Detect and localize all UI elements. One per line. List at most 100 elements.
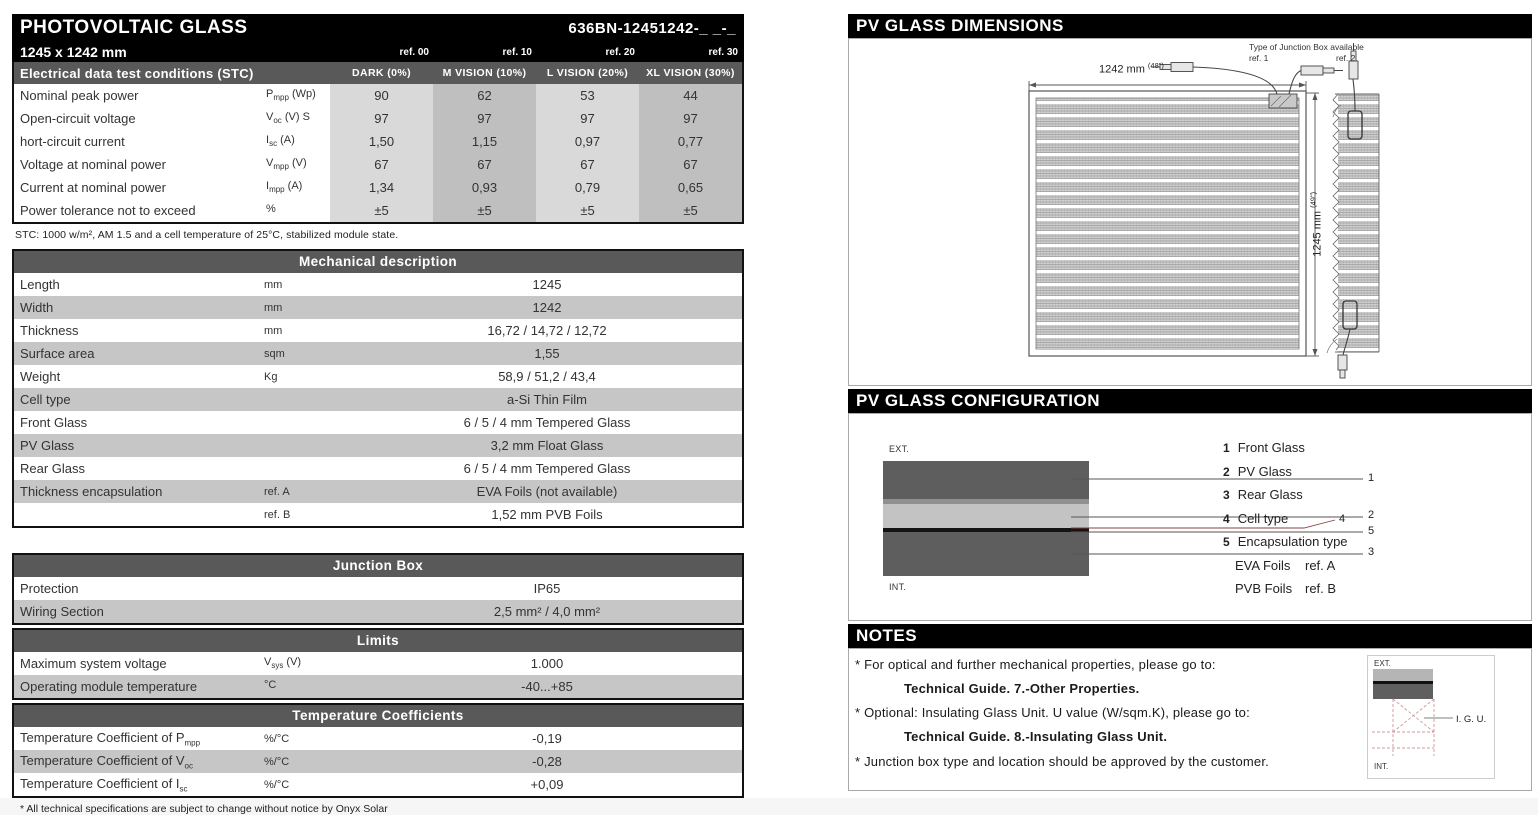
column-header-dark: DARK (0%) — [351, 67, 412, 79]
cell-value: 6 / 5 / 4 mm Tempered Glass — [463, 415, 631, 430]
row-unit: Kg — [264, 370, 278, 383]
configuration-section-title: PV GLASS CONFIGURATION — [848, 389, 1532, 413]
legend-item: 3 Rear Glass — [1223, 487, 1303, 502]
row-symbol: Pmpp (Wp) — [266, 88, 316, 103]
cell-value: a-Si Thin Film — [507, 392, 587, 407]
cell-value: -0,19 — [532, 731, 562, 746]
row-label: Temperature Coefficient of Voc — [20, 752, 193, 771]
cell-value: 0,97 — [536, 130, 639, 153]
table-row: Length mm 1245 — [14, 273, 742, 296]
row-label: Cell type — [20, 392, 71, 407]
row-label: Temperature Coefficient of Isc — [20, 775, 188, 794]
cell-value: 97 — [639, 107, 742, 130]
igu-interior-label: INT. — [1374, 762, 1389, 771]
glass-size: 1245 x 1242 mm — [20, 44, 127, 60]
table-row: Power tolerance not to exceed % ±5 ±5 ±5… — [14, 199, 742, 222]
dimension-line-vertical — [1306, 92, 1319, 357]
junction-box-ref1-label: ref. 1 — [1249, 53, 1269, 63]
connector-icon — [1348, 43, 1359, 80]
callout-2: 2 — [1368, 509, 1375, 521]
junction-box-ref2-bottom — [1326, 300, 1358, 379]
row-unit: mm — [264, 301, 283, 314]
row-symbol: Isc (A) — [266, 134, 295, 149]
cell-value: 97 — [536, 107, 639, 130]
cell-value: 1245 — [532, 277, 562, 292]
note-line: * For optical and further mechanical pro… — [855, 657, 1216, 672]
row-symbol: Vsys (V) — [264, 656, 302, 671]
note-line: * Junction box type and location should … — [855, 754, 1269, 769]
row-unit: %/°C — [264, 732, 290, 745]
ref-labels: ref. 00 ref. 10 ref. 20 ref. 30 — [332, 47, 744, 58]
mechanical-rows: Length mm 1245 Width mm 1242 Thickness mm 16,7… — [14, 273, 742, 526]
document-header: PHOTOVOLTAIC GLASS 636BN-12451242-_ _-_ … — [12, 14, 744, 62]
row-label: Temperature Coefficient of Pmpp — [20, 729, 201, 748]
row-unit: ref. A — [264, 485, 290, 498]
dimensions-section-title: PV GLASS DIMENSIONS — [848, 14, 1532, 38]
configuration-diagram: EXT. INT. 1 2 4 5 3 1 Front G — [848, 413, 1532, 621]
stc-footnote: STC: 1000 w/m², AM 1.5 and a cell temper… — [15, 229, 399, 241]
cell-value: 1.000 — [530, 656, 564, 671]
row-unit: %/°C — [264, 755, 290, 768]
row-label: Open-circuit voltage — [20, 111, 136, 126]
igu-rear-glass — [1373, 684, 1433, 699]
limits-table: Limits Maximum system voltage Vsys (V) 1… — [12, 628, 744, 700]
igu-air-gap-drawing — [1372, 698, 1453, 756]
cell-value: ±5 — [330, 199, 433, 222]
row-label: Power tolerance not to exceed — [20, 203, 196, 218]
row-label: Weight — [20, 369, 61, 384]
table-row: Rear Glass 6 / 5 / 4 mm Tempered Glass — [14, 457, 742, 480]
table-row: Wiring Section 2,5 mm² / 4,0 mm² — [14, 600, 742, 623]
row-symbol: Voc (V) S — [266, 111, 310, 126]
junction-box-table: Junction Box Protection IP65 Wiring Secti… — [12, 553, 744, 625]
cell-value: 58,9 / 51,2 / 43,4 — [498, 369, 596, 384]
callout-4: 4 — [1339, 513, 1346, 525]
rear-glass-layer — [883, 532, 1089, 576]
row-label: Current at nominal power — [20, 180, 166, 195]
ref-label-00: ref. 00 — [399, 46, 429, 58]
callout-3: 3 — [1368, 546, 1375, 558]
table-row: Voltage at nominal power Vmpp (V) 67 67 … — [14, 153, 742, 176]
datasheet-page: PHOTOVOLTAIC GLASS 636BN-12451242-_ _-_ … — [12, 14, 1532, 815]
front-glass-layer — [883, 461, 1089, 499]
datasheet-right-panel: PV GLASS DIMENSIONS — [848, 14, 1532, 791]
cell-value: ±5 — [433, 199, 536, 222]
column-header-xl-vision: XL VISION (30%) — [646, 67, 735, 79]
cell-value: 0,65 — [639, 176, 742, 199]
table-row: hort-circuit current Isc (A) 1,50 1,15 0… — [14, 130, 742, 153]
header-title-row: PHOTOVOLTAIC GLASS 636BN-12451242-_ _-_ — [12, 14, 744, 42]
row-label: Nominal peak power — [20, 88, 139, 103]
junction-box-title: Junction Box — [14, 555, 742, 577]
cell-value: IP65 — [533, 581, 561, 596]
ref-label-10: ref. 10 — [502, 46, 532, 58]
table-row: Nominal peak power Pmpp (Wp) 90 62 53 44 — [14, 84, 742, 107]
interior-label: INT. — [889, 582, 907, 592]
table-row: Thickness mm 16,72 / 14,72 / 12,72 — [14, 319, 742, 342]
cell-value: 1242 — [532, 300, 562, 315]
table-row: Current at nominal power Impp (A) 1,34 0… — [14, 176, 742, 199]
cell-value: 0,77 — [639, 130, 742, 153]
table-row: ref. B 1,52 mm PVB Foils — [14, 503, 742, 526]
row-label: Operating module temperature — [20, 679, 198, 694]
row-label: Length — [20, 277, 60, 292]
cable-left — [1151, 62, 1278, 95]
table-row: Thickness encapsulation ref. A EVA Foils (… — [14, 480, 742, 503]
row-symbol: Vmpp (V) — [266, 157, 307, 172]
cell-value: 1,50 — [330, 130, 433, 153]
limits-title: Limits — [14, 630, 742, 652]
junction-box-main — [1268, 93, 1298, 109]
legend-item: 2 PV Glass — [1223, 463, 1292, 479]
page-title: PHOTOVOLTAIC GLASS — [20, 17, 248, 38]
table-row: Width mm 1242 — [14, 296, 742, 319]
legend-item-eva: EVA Foils ref. A — [1235, 557, 1336, 573]
row-unit: ref. B — [264, 508, 291, 521]
cell-value: 90 — [330, 84, 433, 107]
note-line: * Optional: Insulating Glass Unit. U val… — [855, 705, 1250, 720]
table-row: Weight Kg 58,9 / 51,2 / 43,4 — [14, 365, 742, 388]
cell-value: 67 — [639, 153, 742, 176]
configuration-legend: 1 Front Glass 2 PV Glass 3 Rear Glass 4 Cell… — [1223, 436, 1348, 601]
cell-value: 67 — [330, 153, 433, 176]
dimension-line-horizontal — [1028, 81, 1307, 91]
cell-value: 2,5 mm² / 4,0 mm² — [493, 604, 601, 619]
exterior-label: EXT. — [889, 444, 910, 454]
temperature-coefficients-table: Temperature Coefficients Temperature Coe… — [12, 703, 744, 798]
